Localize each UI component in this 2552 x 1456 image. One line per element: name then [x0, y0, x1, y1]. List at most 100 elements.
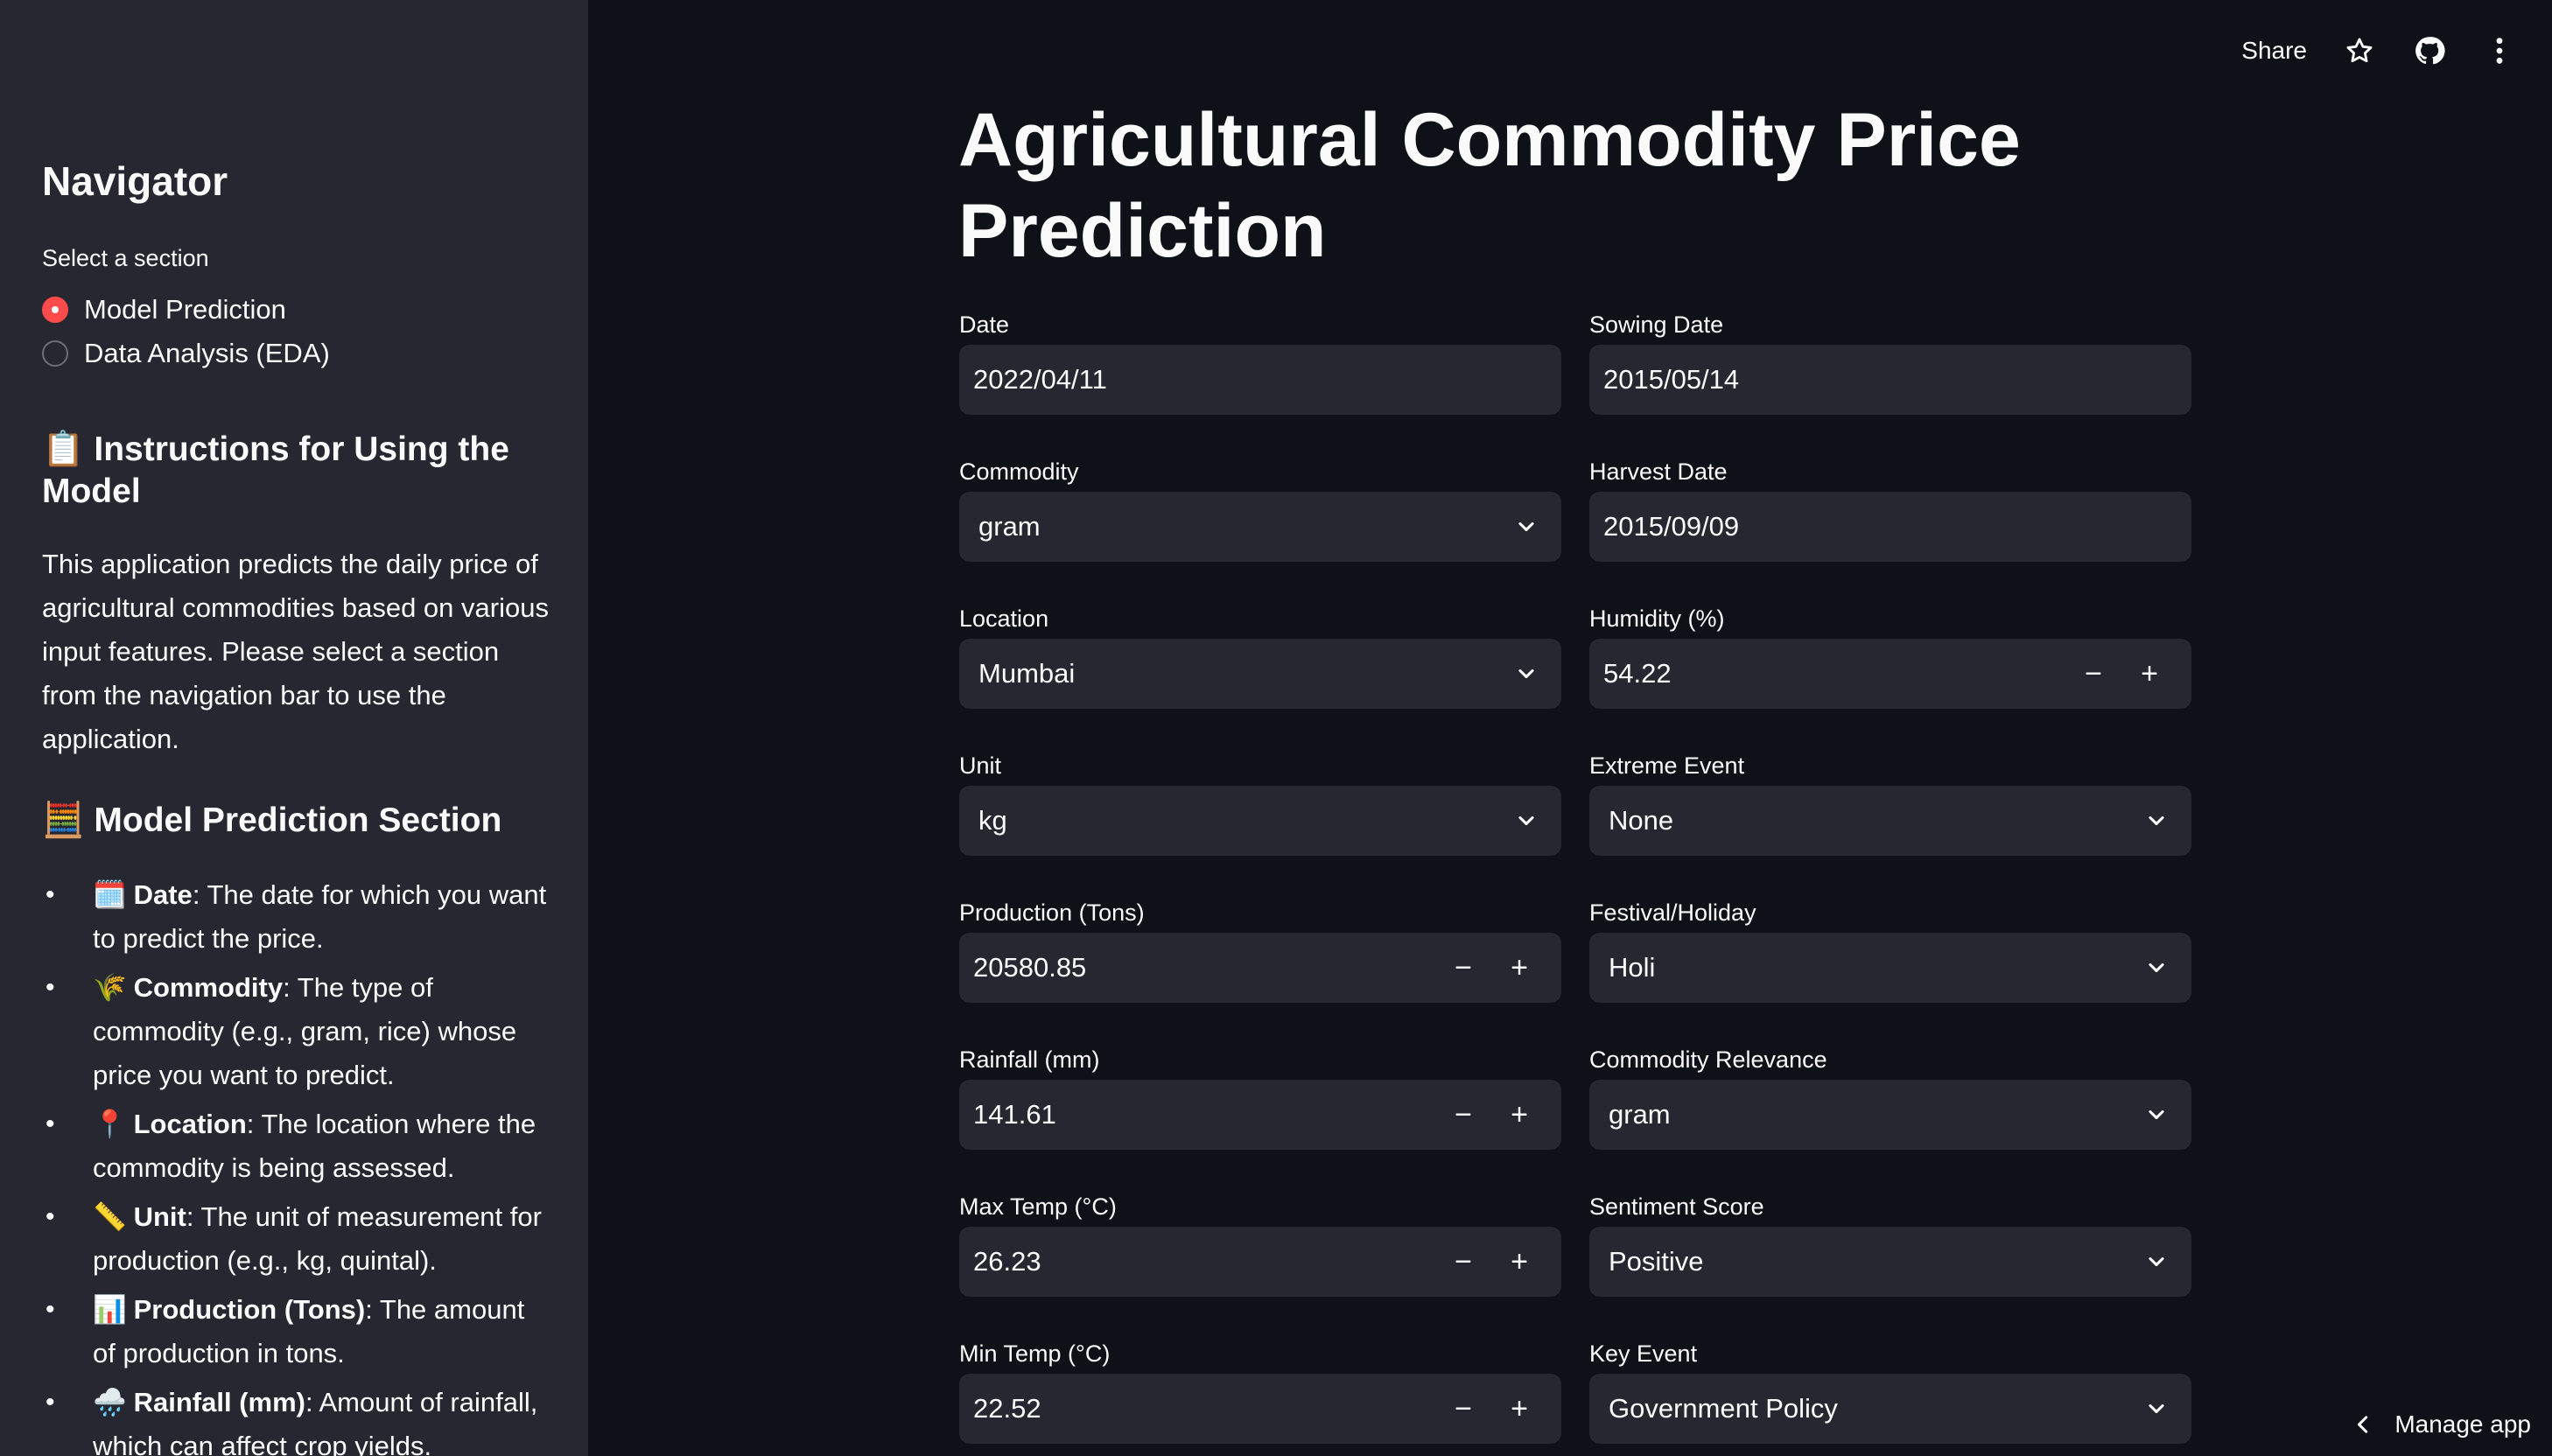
radio-label: Model Prediction — [84, 294, 286, 325]
max-temp-label: Max Temp (°C) — [959, 1194, 1117, 1220]
sentiment-score-field: Sentiment Score Positive — [1589, 1192, 2191, 1297]
production-value: 20580.85 — [973, 952, 1087, 983]
list-item-term: Unit — [133, 1201, 186, 1232]
list-item-term: Production (Tons) — [133, 1294, 366, 1325]
key-event-select[interactable]: Government Policy — [1589, 1374, 2191, 1444]
min-temp-label: Min Temp (°C) — [959, 1340, 1111, 1367]
harvest-date-input[interactable]: 2015/09/09 — [1589, 492, 2191, 562]
production-label: Production (Tons) — [959, 900, 1145, 926]
bar-chart-icon: 📊 — [93, 1294, 127, 1325]
main-content: Share Agricultural Commodity Price Predi… — [588, 0, 2552, 1456]
chevron-down-icon — [1518, 816, 1534, 826]
chevron-down-icon — [2149, 1110, 2164, 1120]
list-item-term: Location — [133, 1109, 247, 1139]
date-field: Date 2022/04/11 — [959, 310, 1561, 415]
more-vertical-icon[interactable] — [2482, 33, 2517, 68]
sentiment-score-value: Positive — [1609, 1246, 1704, 1277]
radio-model-prediction[interactable]: Model Prediction — [42, 294, 286, 326]
page-title: Agricultural Commodity Price Prediction — [958, 98, 2021, 273]
list-item-term: Rainfall (mm) — [133, 1387, 305, 1418]
chevron-down-icon — [1518, 668, 1534, 679]
min-temp-field: Min Temp (°C) 22.52 − + — [959, 1339, 1561, 1444]
sowing-date-input[interactable]: 2015/05/14 — [1589, 345, 2191, 415]
rain-cloud-icon: 🌧️ — [93, 1387, 127, 1418]
harvest-date-label: Harvest Date — [1589, 458, 1728, 485]
increment-button[interactable]: + — [1511, 1097, 1528, 1131]
festival-label: Festival/Holiday — [1589, 900, 1756, 926]
ruler-icon: 📏 — [93, 1201, 127, 1232]
radio-indicator[interactable] — [42, 340, 68, 367]
location-label: Location — [959, 606, 1049, 632]
commodity-field: Commodity gram — [959, 457, 1561, 562]
sidebar-title: Navigator — [42, 158, 228, 204]
unit-field: Unit kg — [959, 751, 1561, 856]
decrement-button[interactable]: − — [1455, 1244, 1472, 1278]
increment-button[interactable]: + — [2141, 656, 2158, 690]
rainfall-field: Rainfall (mm) 141.61 − + — [959, 1045, 1561, 1150]
top-toolbar: Share — [2241, 33, 2517, 68]
chevron-down-icon — [2149, 1404, 2164, 1414]
increment-button[interactable]: + — [1511, 1391, 1528, 1425]
instructions-list: 🗓️Date: The date for which you want to p… — [42, 873, 550, 1456]
github-icon[interactable] — [2412, 33, 2447, 68]
list-item: 🗓️Date: The date for which you want to p… — [42, 873, 550, 961]
instructions-heading: 📋 Instructions for Using the Model — [42, 430, 509, 510]
rainfall-input[interactable]: 141.61 − + — [959, 1080, 1561, 1150]
commodity-relevance-select[interactable]: gram — [1589, 1080, 2191, 1150]
decrement-button[interactable]: − — [1455, 1391, 1472, 1425]
humidity-input[interactable]: 54.22 − + — [1589, 639, 2191, 709]
manage-app-button[interactable]: Manage app — [2352, 1410, 2531, 1438]
list-item-desc: : The type of commodity (e.g., gram, ric… — [93, 972, 517, 1090]
list-item: 🌧️Rainfall (mm): Amount of rainfall, whi… — [42, 1381, 550, 1456]
production-input[interactable]: 20580.85 − + — [959, 933, 1561, 1003]
decrement-button[interactable]: − — [1455, 950, 1472, 984]
list-item-term: Commodity — [133, 972, 284, 1003]
min-temp-input[interactable]: 22.52 − + — [959, 1374, 1561, 1444]
increment-button[interactable]: + — [1511, 1244, 1528, 1278]
commodity-label: Commodity — [959, 458, 1079, 485]
harvest-date-value: 2015/09/09 — [1603, 511, 1740, 542]
extreme-event-field: Extreme Event None — [1589, 751, 2191, 856]
star-icon[interactable] — [2342, 33, 2377, 68]
location-select[interactable]: Mumbai — [959, 639, 1561, 709]
extreme-event-select[interactable]: None — [1589, 786, 2191, 856]
model-section-heading: 🧮 Model Prediction Section — [42, 802, 502, 839]
chevron-down-icon — [2149, 816, 2164, 826]
max-temp-input[interactable]: 26.23 − + — [959, 1227, 1561, 1297]
festival-select[interactable]: Holi — [1589, 933, 2191, 1003]
radio-indicator-checked[interactable] — [42, 297, 68, 323]
max-temp-field: Max Temp (°C) 26.23 − + — [959, 1192, 1561, 1297]
extreme-event-value: None — [1609, 805, 1674, 836]
list-item: 📊Production (Tons): The amount of produc… — [42, 1288, 550, 1376]
unit-label: Unit — [959, 752, 1002, 779]
increment-button[interactable]: + — [1511, 950, 1528, 984]
harvest-date-field: Harvest Date 2015/09/09 — [1589, 457, 2191, 562]
rainfall-value: 141.61 — [973, 1099, 1056, 1130]
commodity-select[interactable]: gram — [959, 492, 1561, 562]
key-event-value: Government Policy — [1609, 1393, 1838, 1424]
max-temp-value: 26.23 — [973, 1246, 1041, 1277]
share-button[interactable]: Share — [2241, 37, 2307, 64]
extreme-event-label: Extreme Event — [1589, 752, 1745, 779]
date-label: Date — [959, 312, 1010, 338]
radio-data-analysis[interactable]: Data Analysis (EDA) — [42, 338, 330, 369]
key-event-label: Key Event — [1589, 1340, 1698, 1367]
list-item: 🌾Commodity: The type of commodity (e.g.,… — [42, 966, 550, 1097]
festival-value: Holi — [1609, 952, 1656, 983]
date-value: 2022/04/11 — [973, 364, 1107, 395]
commodity-relevance-value: gram — [1609, 1099, 1671, 1130]
radio-label: Data Analysis (EDA) — [84, 338, 330, 368]
chevron-left-icon — [2358, 1416, 2368, 1433]
unit-select[interactable]: kg — [959, 786, 1561, 856]
list-item-desc: : The unit of measurement for production… — [93, 1201, 542, 1276]
sentiment-score-select[interactable]: Positive — [1589, 1227, 2191, 1297]
commodity-relevance-label: Commodity Relevance — [1589, 1046, 1827, 1073]
sowing-date-value: 2015/05/14 — [1603, 364, 1740, 395]
date-input[interactable]: 2022/04/11 — [959, 345, 1561, 415]
instructions-text: This application predicts the daily pric… — [42, 549, 549, 754]
decrement-button[interactable]: − — [2085, 656, 2102, 690]
decrement-button[interactable]: − — [1455, 1097, 1472, 1131]
section-select-label: Select a section — [42, 245, 209, 271]
commodity-value: gram — [978, 511, 1041, 542]
